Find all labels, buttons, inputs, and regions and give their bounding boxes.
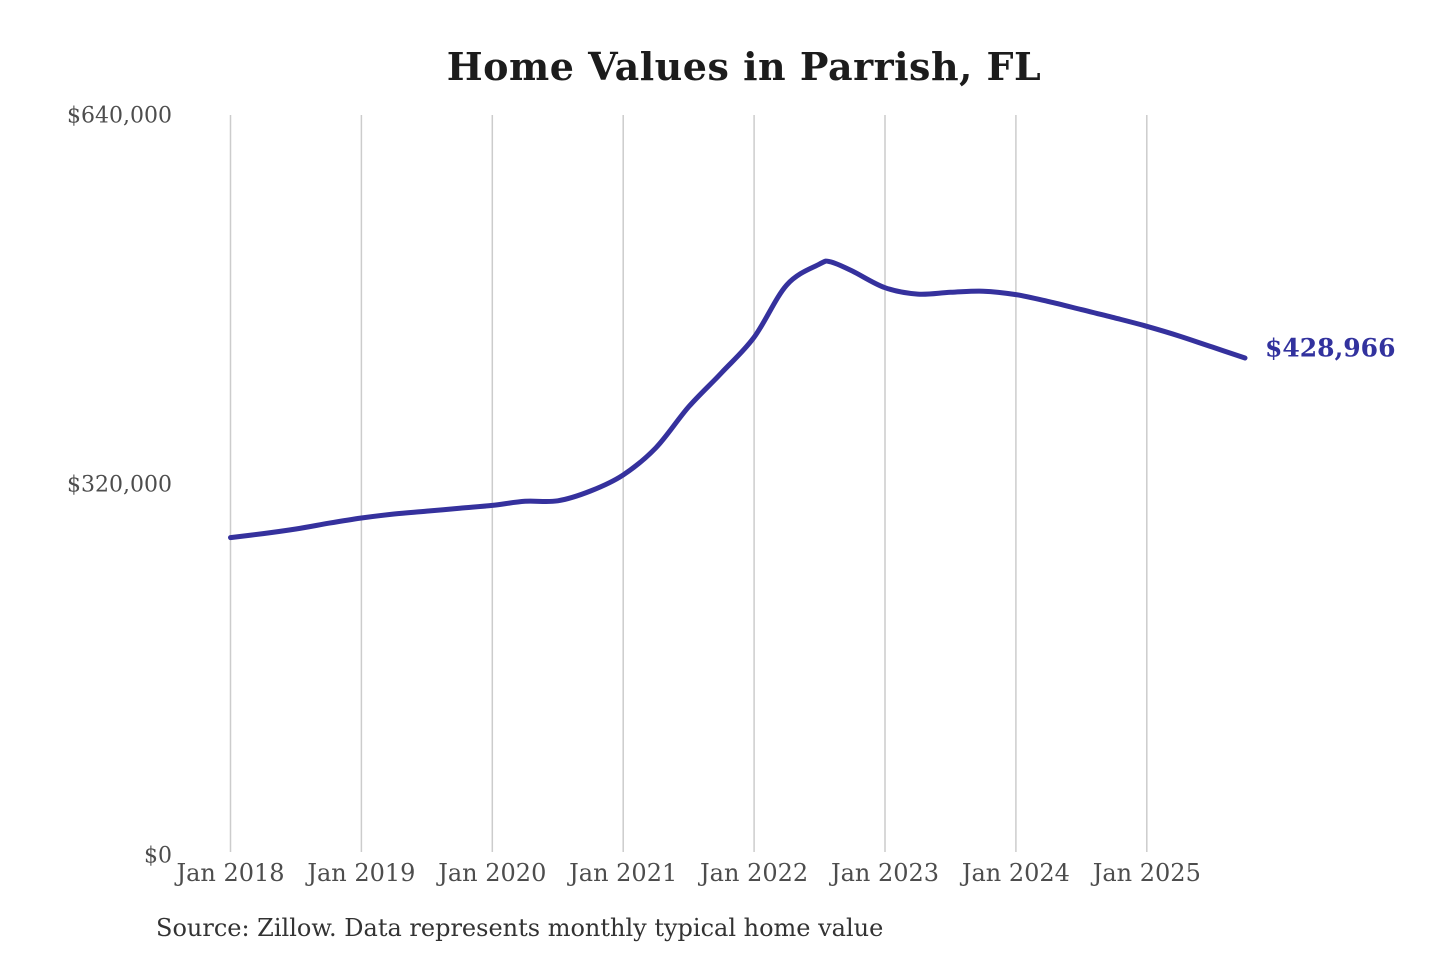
x-tick-label-jan-2024: Jan 2024 (961, 859, 1070, 887)
y-tick-label-640000: $640,000 (67, 103, 172, 129)
x-tick-label-jan-2020: Jan 2020 (438, 859, 547, 887)
x-tick-label-jan-2023: Jan 2023 (830, 859, 940, 887)
home-value-line (228, 258, 1248, 541)
y-tick-label-0: $0 (144, 843, 172, 869)
x-tick-label-jan-2025: Jan 2025 (1092, 859, 1201, 887)
x-tick-label-jan-2019: Jan 2019 (307, 859, 416, 887)
x-tick-label-jan-2018: Jan 2018 (176, 859, 285, 887)
y-tick-label-320000: $320,000 (67, 472, 172, 498)
last-value-label: $428,966 (1265, 333, 1396, 363)
x-tick-label-jan-2021: Jan 2021 (569, 859, 678, 887)
x-tick-label-jan-2022: Jan 2022 (700, 859, 809, 887)
source-note: Source: Zillow. Data represents monthly … (156, 914, 884, 942)
chart-title: Home Values in Parrish, FL (446, 44, 1042, 89)
